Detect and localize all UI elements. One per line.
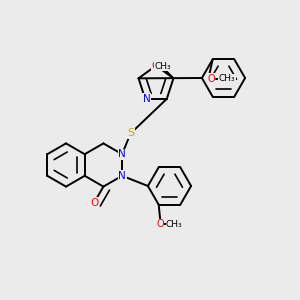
Text: CH₃: CH₃: [218, 74, 235, 83]
Text: S: S: [127, 128, 134, 139]
Text: O: O: [152, 61, 160, 70]
Text: CH₃: CH₃: [166, 220, 183, 229]
Text: O: O: [156, 219, 164, 229]
Text: N: N: [118, 149, 126, 159]
Text: O: O: [207, 74, 215, 84]
Text: CH₃: CH₃: [154, 61, 171, 70]
Text: N: N: [143, 94, 151, 104]
Text: O: O: [90, 197, 98, 208]
Text: N: N: [118, 171, 126, 181]
